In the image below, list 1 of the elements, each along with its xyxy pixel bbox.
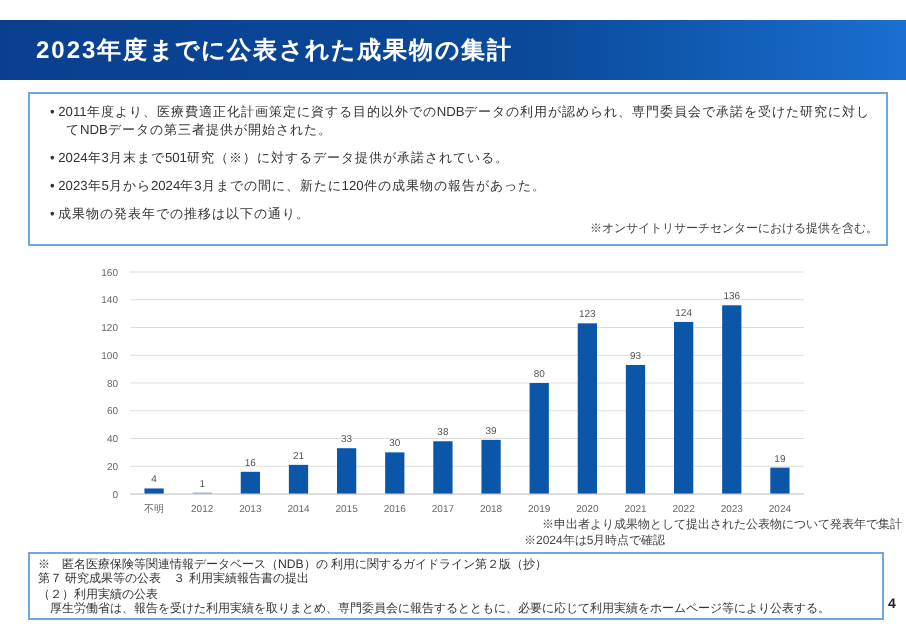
chart-title: 2023年度までに公表された成果物の集計	[36, 34, 514, 68]
